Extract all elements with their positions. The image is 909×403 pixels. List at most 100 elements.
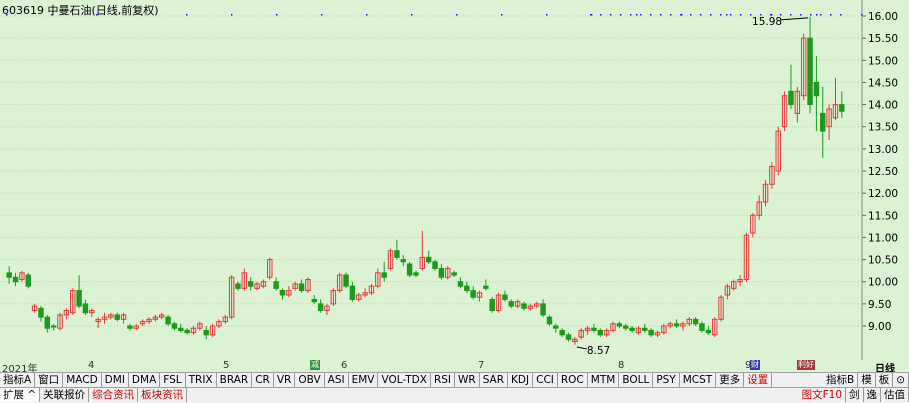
candle-body xyxy=(95,318,101,323)
event-marker-reduce[interactable]: 减 xyxy=(310,360,320,370)
high-annotation-arrow xyxy=(780,17,809,21)
candle-body xyxy=(705,329,712,334)
info-right-tab[interactable]: 估值 xyxy=(881,388,909,402)
candle-body xyxy=(146,318,152,323)
candle-body xyxy=(247,281,254,287)
indicator-tab[interactable]: MCST xyxy=(680,373,717,387)
candle-body xyxy=(349,285,356,300)
candle-body xyxy=(381,272,387,278)
top-dot xyxy=(321,14,323,16)
indicator-tab[interactable]: DMI xyxy=(102,373,129,387)
candle-body xyxy=(464,285,470,292)
candle-body xyxy=(661,325,667,334)
info-tab[interactable]: 综合资讯 xyxy=(89,388,139,402)
indicator-tab[interactable]: MTM xyxy=(588,373,620,387)
indicator-tab[interactable]: PSY xyxy=(653,373,680,387)
info-right-tab[interactable]: 剑 xyxy=(846,388,864,402)
top-dot xyxy=(830,14,832,16)
price-tick-label: 9.00 xyxy=(868,321,891,333)
indicator-tab[interactable]: ROC xyxy=(558,373,588,387)
candle-body xyxy=(413,272,419,276)
info-right-tab[interactable]: 逸 xyxy=(864,388,881,402)
indicator-tab[interactable]: MACD xyxy=(63,373,102,387)
top-dot xyxy=(720,14,722,16)
candle-body xyxy=(654,332,661,336)
candle-body xyxy=(667,323,673,327)
candle-body xyxy=(603,329,610,336)
candle-body xyxy=(158,314,165,318)
info-right-tab[interactable]: 图文F10 xyxy=(799,388,846,402)
chart-canvas[interactable]: 9.00 9.50 10.00 10.50 11.00 11.50 12.00 12.50 13… xyxy=(0,0,909,360)
candle-body xyxy=(813,81,820,97)
indicator-tab[interactable]: OBV xyxy=(295,373,325,387)
candle-body xyxy=(642,327,648,331)
indicator-tab[interactable]: ASI xyxy=(325,373,349,387)
indicator-tab[interactable]: RSI xyxy=(431,373,455,387)
indicator-tab[interactable]: CR xyxy=(252,373,274,387)
indicator-tab[interactable]: EMV xyxy=(349,373,379,387)
kline-chart[interactable]: 9.00 9.50 10.00 10.50 11.00 11.50 12.00 12.50 13… xyxy=(0,0,909,360)
candle-body xyxy=(343,274,349,287)
candle-body xyxy=(273,281,279,289)
indicator-tab[interactable]: FSL xyxy=(160,373,186,387)
top-dot xyxy=(141,14,143,16)
indicator-tab[interactable]: KDJ xyxy=(508,373,534,387)
indicator-tab[interactable]: WR xyxy=(455,373,480,387)
candle-body xyxy=(534,303,540,307)
indicator-tab[interactable]: CCI xyxy=(533,373,558,387)
indicator-toolbar: 指标A 窗口 MACD DMI DMA FSL TRIX BRAR CR VR OBV ASI EMV V… xyxy=(0,372,909,388)
candle-body xyxy=(63,310,70,316)
candle-body xyxy=(451,272,457,276)
candle-body xyxy=(362,292,368,296)
candle-body xyxy=(222,316,229,323)
indicator-tab[interactable]: 设置 xyxy=(744,373,773,387)
candle-body xyxy=(578,329,584,338)
candle-body xyxy=(756,201,762,216)
indicator-tab[interactable]: BOLL xyxy=(619,373,654,387)
indicator-tab[interactable]: 指标A xyxy=(0,373,36,387)
top-dot xyxy=(700,14,702,16)
indicator-right-tab[interactable]: ⊙ xyxy=(893,373,909,387)
indicator-tab[interactable]: 更多 xyxy=(716,373,745,387)
indicator-tab[interactable]: TRIX xyxy=(186,373,217,387)
candle-body xyxy=(527,305,534,309)
indicator-tab[interactable]: 窗口 xyxy=(35,373,64,387)
price-tick-label: 9.50 xyxy=(868,299,891,311)
top-dot xyxy=(366,14,368,16)
candle-body xyxy=(425,256,432,263)
candle-body xyxy=(336,274,343,292)
info-tab[interactable]: 扩展 ^ xyxy=(0,388,41,402)
candle-body xyxy=(209,325,216,336)
top-dot xyxy=(620,14,622,16)
indicator-right-tabs: 指标B 模板 ⊙ xyxy=(823,373,909,388)
indicator-tab[interactable]: VR xyxy=(274,373,296,387)
event-marker-good-news[interactable]: 利好 xyxy=(797,360,815,370)
indicator-tab[interactable]: BRAR xyxy=(217,373,253,387)
info-tab[interactable]: 关联报价 xyxy=(40,388,90,402)
top-dot xyxy=(600,14,602,16)
candle-body xyxy=(514,301,521,307)
top-dot xyxy=(276,14,278,16)
candle-body xyxy=(133,325,140,329)
info-tab[interactable]: 板块资讯 xyxy=(138,388,188,402)
indicator-right-tab[interactable]: 板 xyxy=(876,373,894,387)
candle-body xyxy=(324,305,330,312)
indicator-tabs: 指标A 窗口 MACD DMI DMA FSL TRIX BRAR CR VR OBV ASI EMV V… xyxy=(0,373,773,388)
indicator-right-tab[interactable]: 指标B xyxy=(823,373,859,387)
high-annotation: 15.98 xyxy=(752,16,782,28)
candle-body xyxy=(228,276,235,318)
candle-body xyxy=(794,90,801,114)
indicator-tab[interactable]: DMA xyxy=(129,373,161,387)
info-tabs: 扩展 ^ 关联报价 综合资讯 板块资讯 xyxy=(0,388,188,403)
price-tick-label: 13.50 xyxy=(868,122,898,134)
candle-body xyxy=(686,318,693,325)
candle-body xyxy=(286,290,292,296)
candle-body xyxy=(438,267,445,278)
candle-body xyxy=(152,316,159,320)
indicator-right-tab[interactable]: 模 xyxy=(858,373,876,387)
top-dot xyxy=(840,14,842,16)
indicator-tab[interactable]: VOL-TDX xyxy=(378,373,431,387)
indicator-tab[interactable]: SAR xyxy=(480,373,509,387)
event-marker-finance[interactable]: 财 xyxy=(750,360,760,370)
period-label[interactable]: 日线 xyxy=(875,364,895,375)
